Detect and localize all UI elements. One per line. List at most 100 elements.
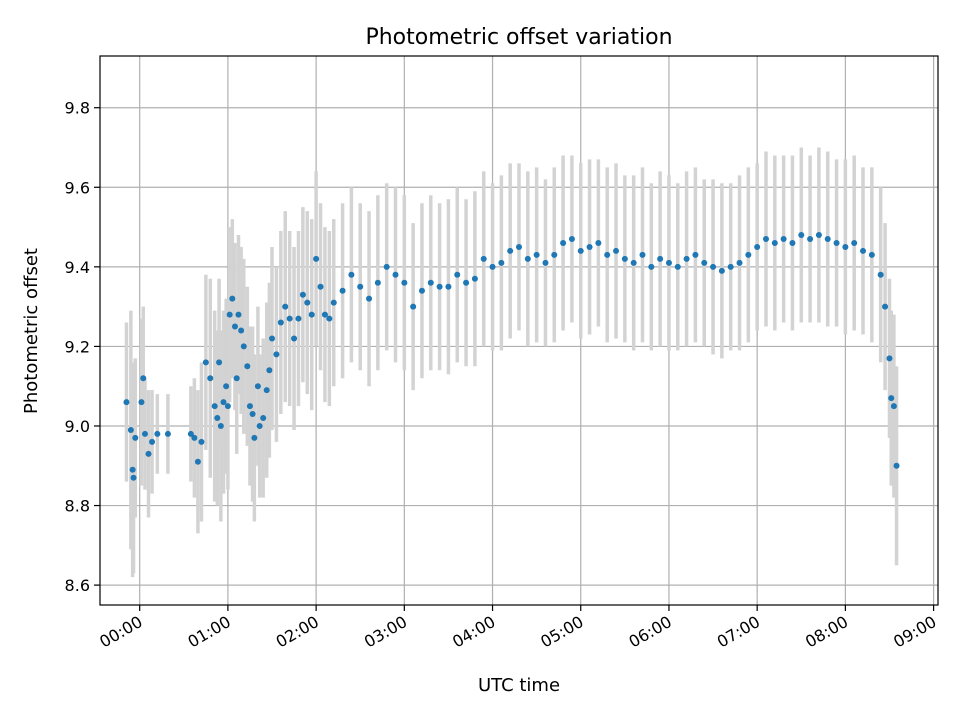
errorbar-layer: [124, 147, 899, 578]
data-point: [229, 295, 236, 302]
x-tick-label: 08:00: [802, 612, 851, 652]
data-point: [233, 375, 240, 382]
data-point: [639, 251, 646, 258]
point-layer: [123, 232, 900, 481]
data-point: [291, 335, 298, 342]
data-point: [339, 287, 346, 294]
data-point: [657, 255, 664, 262]
data-point: [251, 434, 258, 441]
data-point: [330, 299, 337, 306]
data-point: [851, 239, 858, 246]
data-point: [674, 263, 681, 270]
data-point: [877, 271, 884, 278]
data-point: [701, 259, 708, 266]
data-point: [164, 430, 171, 437]
data-point: [191, 434, 198, 441]
data-point: [313, 255, 320, 262]
data-point: [260, 415, 267, 422]
data-point: [348, 271, 355, 278]
data-point: [140, 375, 147, 382]
data-point: [893, 462, 900, 469]
data-point: [489, 263, 496, 270]
data-point: [754, 243, 761, 250]
y-tick-label: 8.6: [65, 576, 90, 595]
data-point: [194, 458, 201, 465]
x-tick-label: 07:00: [714, 612, 763, 652]
data-point: [263, 387, 270, 394]
x-tick-label: 04:00: [449, 612, 498, 652]
data-point: [226, 311, 233, 318]
data-point: [542, 259, 549, 266]
data-point: [392, 271, 399, 278]
data-point: [683, 255, 690, 262]
data-point: [231, 323, 238, 330]
y-tick-label: 9.6: [65, 178, 90, 197]
data-point: [692, 251, 699, 258]
data-point: [282, 303, 289, 310]
data-point: [286, 315, 293, 322]
data-point: [138, 399, 145, 406]
data-point: [710, 263, 717, 270]
x-tick-label: 05:00: [537, 612, 586, 652]
data-point: [888, 395, 895, 402]
x-axis-label: UTC time: [478, 675, 560, 696]
data-point: [304, 299, 311, 306]
data-point: [223, 383, 230, 390]
data-point: [129, 466, 136, 473]
data-point: [436, 283, 443, 290]
data-point: [807, 236, 814, 242]
x-tick-label: 09:00: [890, 612, 939, 652]
data-point: [533, 251, 540, 258]
data-point: [604, 251, 611, 258]
data-point: [815, 232, 822, 239]
data-point: [630, 259, 637, 266]
data-point: [780, 236, 787, 242]
data-point: [665, 259, 672, 266]
data-point: [127, 426, 134, 433]
data-point: [357, 283, 364, 290]
data-point: [621, 255, 628, 262]
data-point: [507, 247, 514, 254]
data-point: [374, 279, 381, 286]
data-point: [480, 255, 487, 262]
data-point: [244, 363, 251, 370]
x-tick-label: 06:00: [626, 612, 675, 652]
y-tick-label: 9.4: [65, 258, 90, 277]
data-point: [736, 259, 743, 266]
data-point: [246, 403, 253, 410]
data-point: [868, 251, 875, 258]
data-point: [890, 403, 897, 410]
data-point: [860, 247, 867, 254]
data-point: [595, 239, 602, 246]
y-tick-label: 9.0: [65, 417, 90, 436]
data-point: [235, 311, 242, 318]
data-point: [249, 411, 256, 418]
data-point: [383, 263, 390, 270]
data-point: [516, 243, 522, 250]
data-point: [295, 315, 302, 322]
data-point: [211, 403, 218, 410]
data-point: [141, 430, 148, 437]
y-tick-label: 9.8: [65, 99, 90, 118]
data-point: [220, 399, 227, 406]
data-point: [130, 474, 137, 481]
data-point: [577, 247, 584, 254]
data-point: [762, 236, 769, 242]
data-point: [789, 239, 796, 246]
data-point: [321, 311, 328, 318]
data-point: [833, 239, 840, 246]
data-point: [256, 422, 263, 429]
data-point: [317, 283, 324, 290]
data-point: [238, 327, 245, 334]
data-point: [154, 430, 161, 437]
data-point: [882, 303, 889, 310]
data-point: [613, 247, 620, 254]
data-point: [568, 236, 575, 242]
data-point: [560, 239, 567, 246]
data-point: [123, 399, 130, 406]
data-point: [745, 251, 752, 258]
y-tick-label: 9.2: [65, 337, 90, 356]
data-point: [308, 311, 315, 318]
data-point: [445, 283, 452, 290]
